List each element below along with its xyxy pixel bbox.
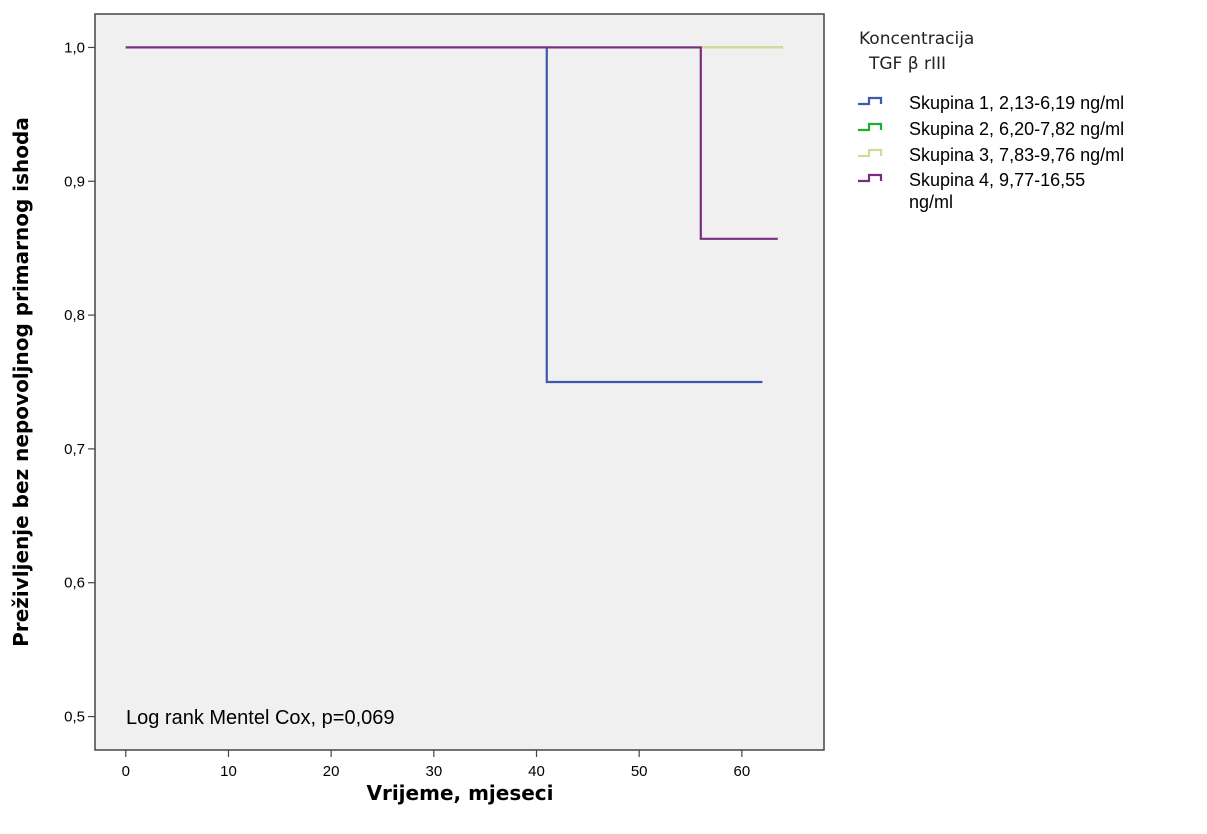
x-tick-label: 10 bbox=[220, 763, 237, 780]
y-tick-label: 0,8 bbox=[64, 307, 85, 324]
legend-swatch-skupina-3 bbox=[858, 148, 883, 158]
x-axis: 0 10 20 30 40 50 60 bbox=[122, 750, 751, 780]
legend-swatch-skupina-2 bbox=[858, 122, 883, 132]
y-axis-title: Preživljenje bez nepovoljnog primarnog i… bbox=[9, 117, 33, 647]
legend: Koncentracija TGF β rIII Skupina 1, 2,13… bbox=[858, 29, 1124, 212]
y-axis: 0,5 0,6 0,7 0,8 0,9 1,0 bbox=[64, 39, 95, 726]
legend-label-skupina-3: Skupina 3, 7,83-9,76 ng/ml bbox=[909, 145, 1124, 165]
y-tick-label: 0,5 bbox=[64, 709, 85, 726]
legend-label-skupina-4: ng/ml bbox=[909, 192, 953, 212]
x-tick-label: 60 bbox=[734, 763, 751, 780]
x-tick-label: 20 bbox=[323, 763, 340, 780]
x-tick-label: 50 bbox=[631, 763, 648, 780]
y-tick-label: 1,0 bbox=[64, 39, 85, 56]
x-tick-label: 40 bbox=[528, 763, 545, 780]
y-tick-label: 0,6 bbox=[64, 575, 85, 592]
y-tick-label: 0,7 bbox=[64, 441, 85, 458]
legend-swatch-skupina-4 bbox=[858, 173, 883, 183]
legend-label-skupina-4: Skupina 4, 9,77-16,55 bbox=[909, 170, 1085, 190]
x-axis-title: Vrijeme, mjeseci bbox=[366, 781, 553, 805]
legend-label-skupina-2: Skupina 2, 6,20-7,82 ng/ml bbox=[909, 119, 1124, 139]
legend-label-skupina-1: Skupina 1, 2,13-6,19 ng/ml bbox=[909, 93, 1124, 113]
x-tick-label: 30 bbox=[425, 763, 442, 780]
legend-items: Skupina 1, 2,13-6,19 ng/ml Skupina 2, 6,2… bbox=[858, 93, 1124, 212]
series-layer bbox=[125, 46, 783, 384]
legend-title-line-2: TGF β rIII bbox=[868, 54, 946, 74]
legend-swatch-skupina-1 bbox=[858, 96, 883, 106]
legend-title-line-1: Koncentracija bbox=[859, 29, 974, 49]
series-line-skupina-4 bbox=[125, 46, 778, 240]
logrank-annotation: Log rank Mentel Cox, p=0,069 bbox=[126, 707, 395, 729]
y-tick-label: 0,9 bbox=[64, 173, 85, 190]
x-tick-label: 0 bbox=[122, 763, 130, 780]
